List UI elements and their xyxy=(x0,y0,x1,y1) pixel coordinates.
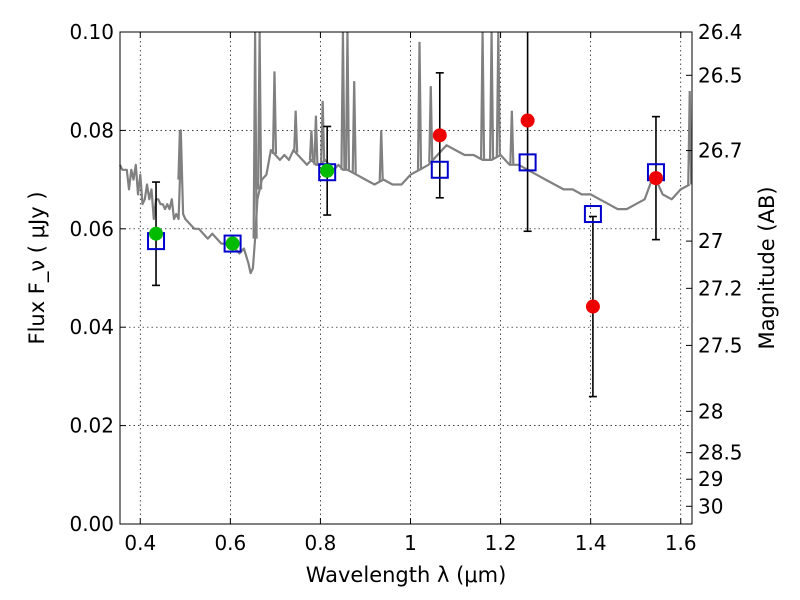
right-tick-label: 26.7 xyxy=(698,139,743,163)
emission-line-spike xyxy=(293,110,299,153)
right-tick-label: 29 xyxy=(698,467,723,491)
y-tick-label: 0.10 xyxy=(69,20,114,44)
right-tick-label: 27.5 xyxy=(698,333,743,357)
emission-line-spike xyxy=(308,130,315,160)
emission-line-spike xyxy=(378,130,384,181)
emission-line-spike xyxy=(252,31,258,239)
x-tick-label: 0.8 xyxy=(305,531,337,555)
x-ticks: 0.4 0.6 0.8 1 1.2 1.4 1.6 xyxy=(124,32,697,555)
emission-line-spike xyxy=(495,31,501,157)
emission-line-spike xyxy=(320,100,326,163)
x-tick-label: 0.4 xyxy=(124,531,156,555)
emission-line-spike xyxy=(416,41,423,170)
emission-line-spike xyxy=(177,130,183,180)
right-ticks: 26.4 26.5 26.7 27 27.2 27.5 28 28.529 30 xyxy=(686,20,743,518)
right-tick-label: 26.5 xyxy=(698,63,743,87)
template-spectrum-line xyxy=(119,129,691,275)
data-points xyxy=(149,113,663,314)
emission-line-spike xyxy=(257,31,263,190)
right-tick-label: 30 xyxy=(698,494,723,518)
model-flux-box xyxy=(583,205,602,224)
x-axis-label: Wavelength λ (μm) xyxy=(306,563,507,587)
right-axis-label: Magnitude (AB) xyxy=(755,186,779,349)
template-spectrum xyxy=(119,31,693,275)
detection-point xyxy=(149,226,164,241)
detection-point xyxy=(225,236,240,251)
emission-line-spike xyxy=(340,31,346,170)
emission-line-spike xyxy=(351,81,357,174)
y-axis-label: Flux F_ν ( μJy ) xyxy=(25,191,50,344)
right-tick-label: 27 xyxy=(698,229,723,253)
x-tick-label: 0.6 xyxy=(214,531,246,555)
right-tick-label: 26.4 xyxy=(698,20,743,44)
right-tick-label: 28.5 xyxy=(698,441,743,465)
emission-line-spike xyxy=(488,31,495,160)
emission-line-spike xyxy=(509,110,515,165)
x-tick-label: 1.4 xyxy=(575,531,607,555)
emission-line-spike xyxy=(687,91,693,185)
measured-point xyxy=(520,113,535,128)
emission-line-spike xyxy=(428,86,434,163)
model-flux-box xyxy=(223,234,242,253)
x-tick-label: 1.2 xyxy=(485,531,517,555)
measured-point xyxy=(432,128,447,143)
right-tick-label: 27.2 xyxy=(698,276,743,300)
model-flux-box xyxy=(430,160,449,179)
grid xyxy=(120,31,692,525)
model-boxes xyxy=(147,153,665,253)
y-ticks: 0.00 0.02 0.04 0.06 0.08 0.10 xyxy=(69,20,126,536)
measured-point xyxy=(585,299,600,314)
error-bars xyxy=(152,32,660,398)
y-tick-label: 0.06 xyxy=(69,217,114,241)
measured-point xyxy=(648,171,663,186)
x-tick-label: 1.6 xyxy=(665,531,697,555)
emission-line-spike xyxy=(313,115,319,165)
y-tick-label: 0.04 xyxy=(69,315,114,339)
model-flux-box xyxy=(518,153,537,172)
y-tick-label: 0.08 xyxy=(69,118,114,142)
x-tick-label: 1 xyxy=(404,531,417,555)
emission-line-spike xyxy=(271,71,278,155)
detection-point xyxy=(320,163,335,178)
emission-line-spike xyxy=(479,31,486,160)
right-tick-label: 28 xyxy=(698,399,723,423)
y-tick-label: 0.02 xyxy=(69,414,114,438)
emission-line-spike xyxy=(344,31,351,170)
y-tick-label: 0.00 xyxy=(69,512,114,536)
plot-frame xyxy=(119,31,693,525)
